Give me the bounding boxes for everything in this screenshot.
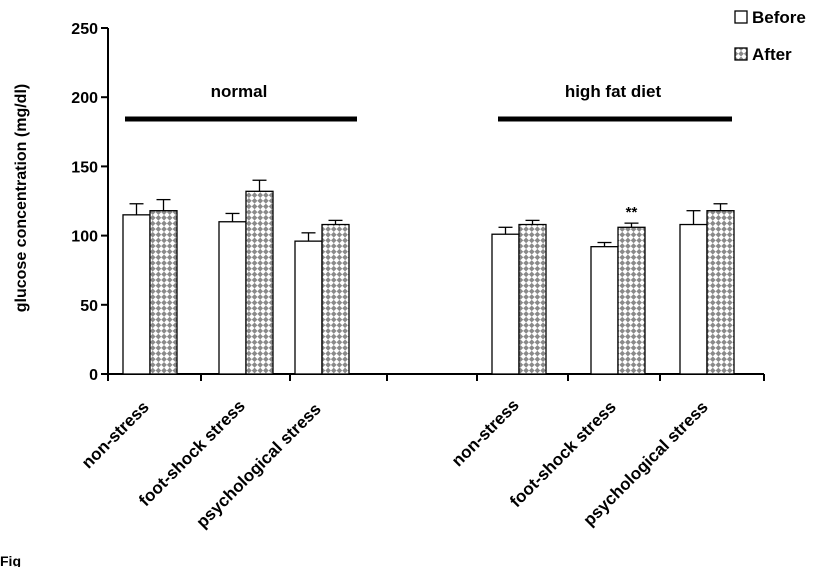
group-label: high fat diet — [565, 82, 662, 101]
y-tick-label: 100 — [71, 229, 98, 246]
y-tick-label: 200 — [71, 90, 98, 107]
x-tick-marks — [107, 374, 765, 381]
bar-after-0 — [149, 210, 178, 375]
group-brackets: normal high fat diet — [125, 82, 732, 122]
group-label: normal — [211, 82, 268, 101]
bar-before-0 — [122, 214, 151, 375]
bar-before-2 — [294, 240, 323, 375]
bar-before-1 — [218, 221, 247, 375]
x-tick-label: non-stress — [448, 395, 523, 470]
y-ticks: 0 50 100 150 200 250 — [71, 21, 108, 384]
bar-before-5 — [679, 223, 708, 375]
bar-after-3 — [518, 223, 547, 375]
legend-swatch-before — [734, 10, 748, 24]
significance-marker: ** — [626, 204, 638, 221]
bar-after-5 — [706, 210, 735, 375]
bar-before-3 — [491, 233, 520, 375]
axes — [107, 28, 764, 375]
x-tick-label: non-stress — [78, 397, 153, 472]
y-tick-label: 150 — [71, 159, 98, 176]
legend-swatch-after — [734, 47, 748, 61]
y-tick-label: 0 — [89, 367, 98, 384]
legend-label-after: After — [752, 45, 792, 64]
figure-label: Fig — [0, 553, 21, 567]
y-tick-label: 50 — [80, 298, 98, 315]
annotations: ** — [626, 204, 638, 221]
y-tick-label: 250 — [71, 21, 98, 38]
legend-label-before: Before — [752, 8, 806, 27]
bar-after-4 — [617, 226, 646, 375]
error-bars — [129, 179, 728, 247]
bar-after-1 — [245, 190, 274, 375]
bars — [122, 190, 735, 375]
bar-before-4 — [590, 246, 619, 375]
legend: Before After — [734, 8, 806, 64]
bar-after-2 — [321, 223, 350, 375]
y-axis-label: glucose concentration (mg/dl) — [13, 84, 30, 312]
